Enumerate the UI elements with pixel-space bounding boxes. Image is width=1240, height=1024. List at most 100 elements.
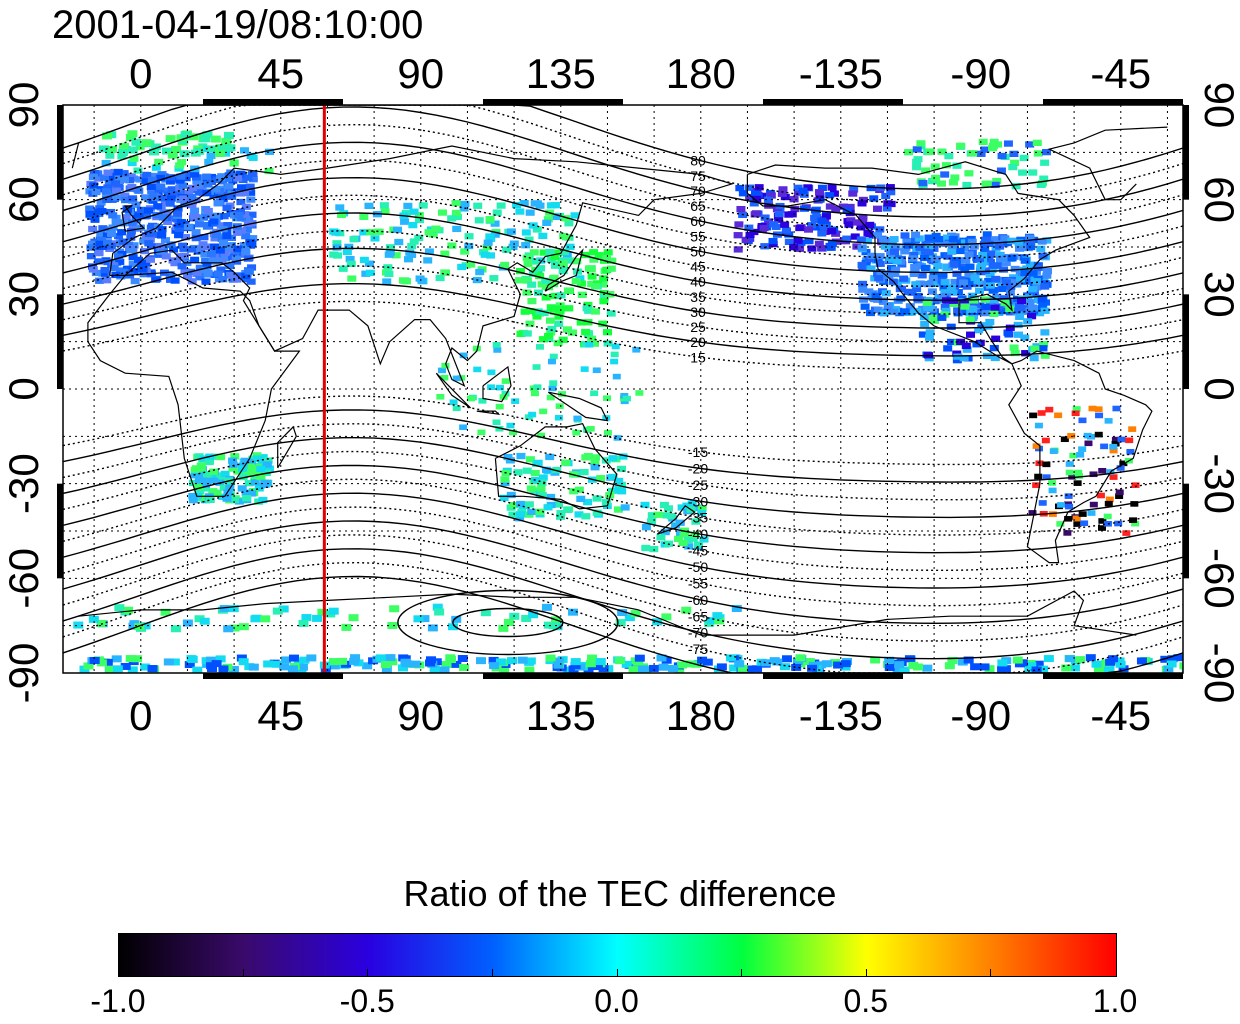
- tec-patch: [875, 226, 885, 233]
- tec-patch: [135, 224, 145, 231]
- tec-patch: [1108, 655, 1119, 663]
- tec-patch: [590, 340, 600, 347]
- tec-patch: [91, 269, 101, 277]
- tec-patch: [495, 384, 504, 391]
- tec-patch: [441, 661, 452, 669]
- tec-patch: [1075, 473, 1084, 479]
- tec-patch: [831, 205, 841, 213]
- tec-patch: [938, 272, 948, 279]
- tec-patch: [95, 277, 105, 284]
- tec-patch: [169, 658, 180, 666]
- tec-patch: [230, 453, 240, 460]
- tec-patch: [620, 504, 630, 511]
- tec-patch: [1042, 268, 1052, 275]
- contour-label: 25: [690, 319, 706, 335]
- tec-patch: [175, 177, 185, 184]
- tec-patch: [947, 242, 957, 249]
- colorbar-tick-mark: [367, 969, 369, 977]
- tec-patch: [538, 474, 548, 481]
- tec-patch: [209, 477, 219, 484]
- tec-patch: [1126, 448, 1135, 455]
- tec-patch: [341, 623, 352, 631]
- tec-patch: [885, 256, 895, 263]
- tec-patch: [881, 290, 891, 297]
- tec-patch: [1083, 432, 1092, 439]
- tec-patch: [150, 172, 160, 180]
- tec-patch: [1100, 443, 1109, 450]
- tec-patch: [1037, 410, 1046, 416]
- tec-patch: [219, 484, 229, 491]
- tec-patch: [231, 255, 241, 262]
- tec-patch: [962, 346, 972, 353]
- tec-patch: [745, 231, 755, 239]
- tec-patch: [603, 249, 613, 256]
- tec-patch: [678, 539, 688, 547]
- tec-patch: [111, 219, 121, 226]
- tec-patch: [774, 216, 784, 223]
- tec-patch: [729, 664, 740, 672]
- tec-patch: [1009, 150, 1019, 158]
- tec-patch: [230, 496, 240, 504]
- tec-patch: [101, 188, 111, 195]
- tec-patch: [513, 469, 523, 476]
- tec-patch: [1010, 159, 1020, 166]
- tec-patch: [857, 261, 867, 269]
- tec-patch: [487, 384, 496, 391]
- tec-patch: [144, 240, 154, 247]
- tec-patch: [613, 506, 623, 513]
- tec-patch: [965, 316, 975, 323]
- tec-patch: [962, 181, 972, 189]
- tec-patch: [940, 289, 950, 296]
- tec-patch: [389, 605, 400, 613]
- tec-patch: [1094, 431, 1103, 438]
- tec-patch: [457, 655, 468, 663]
- contour-label: 60: [690, 213, 706, 229]
- tec-patch: [129, 155, 139, 162]
- tec-patch: [983, 323, 993, 330]
- tec-patch: [559, 257, 569, 264]
- tec-patch: [1114, 520, 1123, 527]
- tec-patch: [1085, 654, 1096, 662]
- tec-patch: [922, 664, 933, 672]
- tec-patch: [1017, 297, 1027, 305]
- tec-patch: [512, 201, 522, 209]
- tec-patch: [381, 665, 392, 673]
- tec-patch: [576, 280, 586, 287]
- tec-patch: [961, 342, 971, 349]
- tec-patch: [536, 485, 546, 492]
- tec-patch: [238, 623, 249, 631]
- tec-patch: [1105, 658, 1116, 666]
- tec-patch: [985, 271, 995, 278]
- tec-patch: [555, 308, 565, 315]
- tec-patch: [498, 624, 509, 632]
- tec-patch: [1111, 440, 1120, 447]
- tec-patch: [799, 191, 809, 198]
- tec-patch: [301, 614, 312, 622]
- tec-patch: [126, 247, 136, 254]
- tec-patch: [440, 250, 450, 257]
- tec-patch: [114, 173, 124, 181]
- tec-patch: [744, 224, 754, 231]
- tec-patch: [881, 192, 891, 200]
- tec-patch: [928, 274, 938, 282]
- tec-patch: [596, 475, 606, 482]
- tec-patch: [242, 226, 252, 233]
- tec-patch: [407, 251, 417, 258]
- tec-patch: [459, 424, 468, 431]
- tec-patch: [202, 131, 213, 139]
- lat-tick-label-right: 90: [1196, 82, 1240, 129]
- tec-patch: [941, 307, 951, 315]
- tec-patch: [385, 244, 395, 251]
- tec-patch: [968, 306, 978, 313]
- tec-patch: [167, 186, 177, 193]
- tec-patch: [1064, 515, 1073, 522]
- tec-patch: [189, 212, 199, 219]
- tec-patch: [482, 243, 492, 251]
- tec-patch: [1104, 500, 1113, 507]
- tec-patch: [131, 138, 142, 146]
- tec-patch: [522, 467, 532, 474]
- tec-patch: [91, 188, 101, 196]
- tec-patch: [900, 308, 910, 315]
- tec-patch: [953, 307, 963, 314]
- tec-patch: [531, 267, 541, 274]
